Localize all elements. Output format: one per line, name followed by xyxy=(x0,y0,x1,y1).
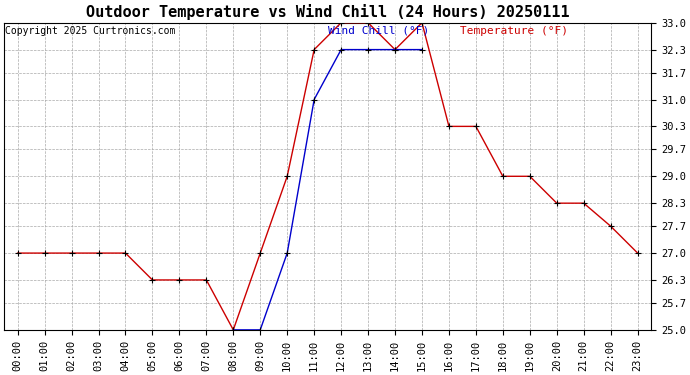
Text: Wind Chill (°F): Wind Chill (°F) xyxy=(328,26,429,36)
Text: Temperature (°F): Temperature (°F) xyxy=(460,26,569,36)
Text: Copyright 2025 Curtronics.com: Copyright 2025 Curtronics.com xyxy=(6,26,176,36)
Title: Outdoor Temperature vs Wind Chill (24 Hours) 20250111: Outdoor Temperature vs Wind Chill (24 Ho… xyxy=(86,4,569,20)
